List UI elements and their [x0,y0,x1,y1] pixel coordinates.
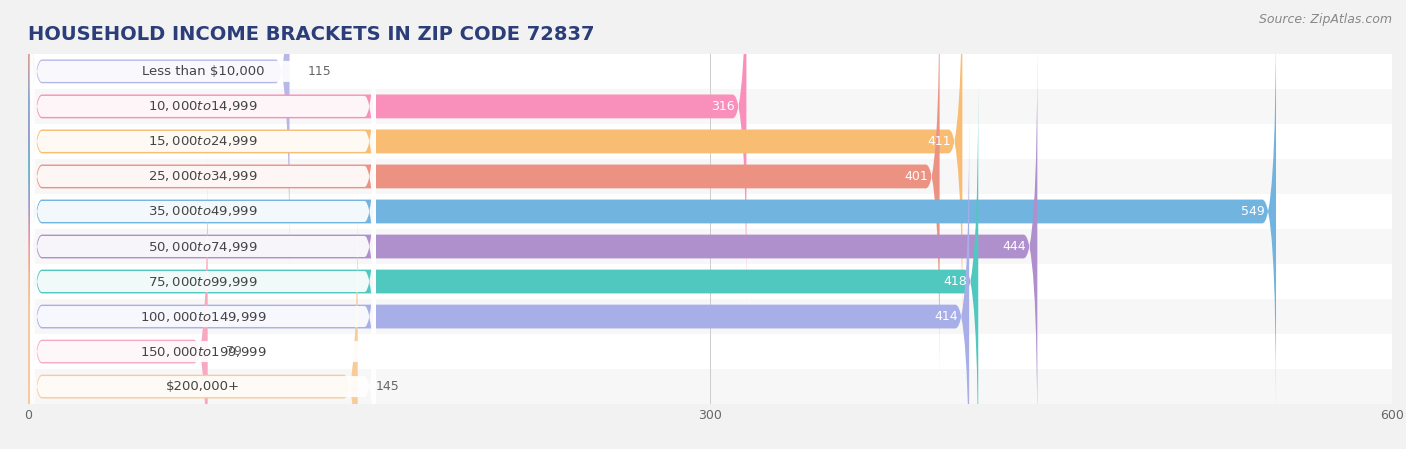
FancyBboxPatch shape [31,12,375,341]
FancyBboxPatch shape [31,0,375,271]
Bar [28,264,1392,299]
Text: $25,000 to $34,999: $25,000 to $34,999 [148,169,257,184]
Bar [28,369,1392,404]
Text: 115: 115 [308,65,332,78]
FancyBboxPatch shape [28,189,357,449]
FancyBboxPatch shape [31,82,375,411]
Text: $10,000 to $14,999: $10,000 to $14,999 [148,99,257,114]
Text: 401: 401 [904,170,928,183]
Bar [28,229,1392,264]
Text: $35,000 to $49,999: $35,000 to $49,999 [148,204,257,219]
Text: Less than $10,000: Less than $10,000 [142,65,264,78]
Text: $50,000 to $74,999: $50,000 to $74,999 [148,239,257,254]
Bar [28,54,1392,89]
FancyBboxPatch shape [31,0,375,236]
Bar [28,89,1392,124]
Text: 549: 549 [1241,205,1264,218]
FancyBboxPatch shape [28,13,1277,409]
Text: 145: 145 [375,380,399,393]
FancyBboxPatch shape [31,117,375,446]
Bar [28,194,1392,229]
Text: 79: 79 [226,345,242,358]
Text: $75,000 to $99,999: $75,000 to $99,999 [148,274,257,289]
Bar [28,159,1392,194]
Text: $100,000 to $149,999: $100,000 to $149,999 [139,309,266,324]
Bar [28,124,1392,159]
FancyBboxPatch shape [28,154,208,449]
Text: 316: 316 [711,100,735,113]
Text: $150,000 to $199,999: $150,000 to $199,999 [139,344,266,359]
FancyBboxPatch shape [28,0,747,304]
Bar [28,299,1392,334]
FancyBboxPatch shape [28,0,939,374]
Text: $15,000 to $24,999: $15,000 to $24,999 [148,134,257,149]
FancyBboxPatch shape [28,48,1038,445]
Text: $200,000+: $200,000+ [166,380,240,393]
FancyBboxPatch shape [31,187,375,449]
FancyBboxPatch shape [28,0,962,339]
FancyBboxPatch shape [31,47,375,376]
Text: Source: ZipAtlas.com: Source: ZipAtlas.com [1258,13,1392,26]
Text: 418: 418 [943,275,967,288]
FancyBboxPatch shape [31,152,375,449]
Text: 411: 411 [928,135,950,148]
Text: 414: 414 [934,310,957,323]
Bar [28,334,1392,369]
Text: 444: 444 [1002,240,1026,253]
FancyBboxPatch shape [28,84,979,449]
FancyBboxPatch shape [31,0,375,306]
FancyBboxPatch shape [28,119,969,449]
FancyBboxPatch shape [31,222,375,449]
Text: HOUSEHOLD INCOME BRACKETS IN ZIP CODE 72837: HOUSEHOLD INCOME BRACKETS IN ZIP CODE 72… [28,25,595,44]
FancyBboxPatch shape [28,0,290,269]
